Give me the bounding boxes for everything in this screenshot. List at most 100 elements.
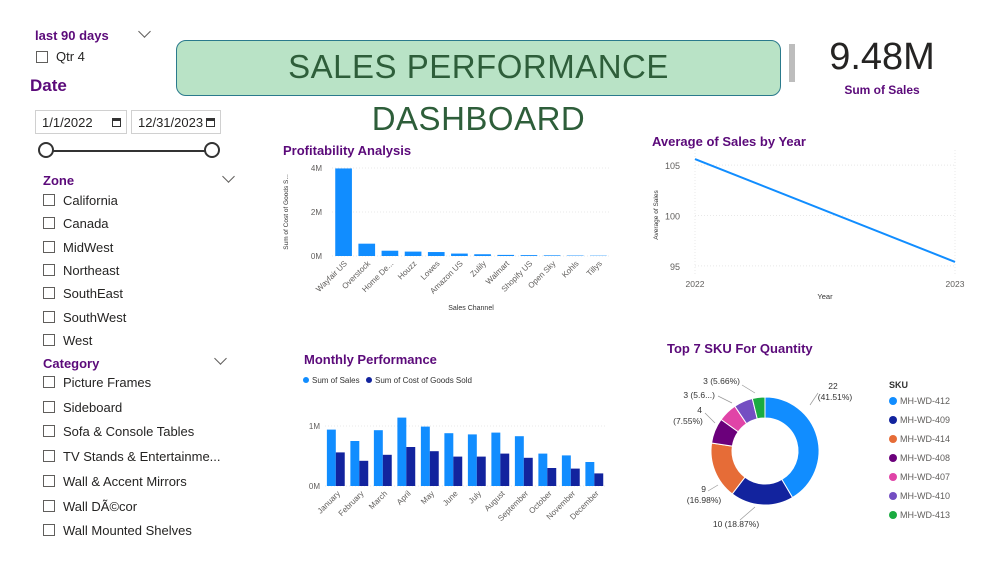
zone-item-label[interactable]: West: [63, 332, 93, 348]
y-tick-label: 4M: [311, 164, 322, 173]
legend-marker: [889, 397, 897, 405]
calendar-icon[interactable]: [206, 118, 215, 127]
data-label: 22: [828, 381, 838, 391]
zone-item-label[interactable]: Northeast: [63, 262, 120, 278]
zone-checkbox[interactable]: [43, 333, 55, 346]
bar: [326, 429, 336, 486]
start-date-input[interactable]: 1/1/2022: [35, 110, 127, 134]
leader-line: [809, 392, 819, 406]
category-checkbox[interactable]: [43, 425, 55, 438]
bar: [476, 456, 486, 486]
category-item-label[interactable]: Wall DÃ©cor: [63, 498, 138, 514]
x-tick-label: Tillys: [585, 259, 604, 278]
category-item-label[interactable]: Wall Mounted Shelves: [63, 523, 192, 539]
legend-marker: [889, 511, 897, 519]
legend-label: MH-WD-410: [900, 491, 950, 501]
category-item-label[interactable]: Sofa & Console Tables: [63, 424, 195, 440]
category-checkbox[interactable]: [43, 376, 55, 388]
bar: [451, 253, 468, 256]
x-tick-label: March: [367, 489, 389, 511]
zone-item-label[interactable]: Canada: [63, 216, 109, 232]
bar: [381, 250, 399, 256]
avg-sales-chart-title: Average of Sales by Year: [652, 134, 806, 149]
profitability-chart[interactable]: 0M 2M 4M Sum of Cost of Goods S... Sales Cha…: [270, 158, 620, 318]
category-checkbox[interactable]: [43, 450, 55, 463]
zone-checkbox[interactable]: [43, 310, 55, 323]
y-tick-label: 2M: [311, 208, 322, 217]
bar: [427, 252, 445, 256]
bar: [500, 453, 510, 486]
leader-line: [704, 412, 716, 424]
zone-item-label[interactable]: SouthWest: [63, 309, 127, 325]
y-tick-label: 100: [665, 212, 680, 222]
legend-marker: [366, 377, 372, 383]
legend-label: Sum of Sales: [312, 376, 360, 385]
donut-slice: [764, 396, 820, 499]
zone-slicer-title: Zone: [43, 173, 75, 188]
category-checkbox[interactable]: [43, 400, 55, 413]
bar: [358, 243, 376, 256]
bar: [467, 434, 477, 486]
category-checkbox[interactable]: [43, 524, 55, 537]
leader-line: [717, 395, 733, 404]
zone-item-label[interactable]: SouthEast: [63, 286, 123, 302]
bar: [543, 255, 561, 256]
legend-marker: [889, 492, 897, 500]
bar: [570, 468, 580, 486]
x-tick-label: Kohls: [560, 259, 581, 280]
chevron-down-icon[interactable]: [138, 25, 151, 38]
slider-start-handle[interactable]: [38, 142, 54, 158]
zone-checkbox[interactable]: [43, 287, 55, 300]
zone-checkbox[interactable]: [43, 194, 55, 206]
dashboard-title: SALES PERFORMANCE DASHBOARD: [176, 40, 781, 137]
sku-chart-title: Top 7 SKU For Quantity: [667, 341, 813, 356]
chevron-down-icon[interactable]: [222, 170, 235, 183]
zone-checkbox[interactable]: [43, 240, 55, 253]
x-tick-label: 2023: [946, 279, 965, 289]
bar: [406, 447, 416, 486]
slider-end-handle[interactable]: [204, 142, 220, 158]
zone-item-label[interactable]: MidWest: [63, 239, 114, 255]
legend-marker: [889, 416, 897, 424]
x-tick-label: July: [467, 489, 483, 505]
bar: [420, 426, 430, 486]
x-tick-label: February: [337, 489, 366, 518]
bar: [585, 462, 595, 486]
legend-marker: [889, 473, 897, 481]
data-label: 4: [697, 405, 702, 415]
avg-sales-line-chart[interactable]: 95 100 105 Average of Sales 2022 2023 Year: [640, 150, 970, 305]
category-item-label[interactable]: Sideboard: [63, 399, 123, 415]
zone-checkbox[interactable]: [43, 263, 55, 276]
category-item-label[interactable]: TV Stands & Entertainme...: [63, 449, 221, 465]
x-tick-label: Houzz: [396, 259, 418, 281]
monthly-performance-chart[interactable]: Sum of Sales Sum of Cost of Goods Sold 0M 1…: [285, 368, 625, 528]
x-tick-label: June: [441, 489, 460, 508]
bar: [514, 436, 524, 486]
date-range-slider[interactable]: [47, 150, 213, 152]
zone-item-label[interactable]: California: [63, 193, 118, 208]
category-checkbox[interactable]: [43, 474, 55, 487]
legend-title: SKU: [889, 380, 908, 390]
calendar-icon[interactable]: [112, 118, 121, 127]
monthly-chart-title: Monthly Performance: [304, 352, 437, 367]
bar: [444, 433, 454, 486]
chevron-down-icon[interactable]: [214, 352, 227, 365]
zone-checkbox[interactable]: [43, 217, 55, 230]
bar: [547, 468, 557, 486]
end-date-input[interactable]: 12/31/2023: [131, 110, 221, 134]
bar: [350, 441, 360, 486]
y-axis-label: Sum of Cost of Goods S...: [283, 174, 290, 250]
qtr4-checkbox[interactable]: [36, 51, 48, 63]
category-item-label[interactable]: Wall & Accent Mirrors: [63, 473, 187, 489]
category-item-label[interactable]: Picture Frames: [63, 375, 152, 390]
legend-marker: [889, 454, 897, 462]
bar: [397, 417, 407, 486]
sku-donut-chart[interactable]: 22(41.51%) 10 (18.87%) 9(16.98%) 4(7.55%) 3 …: [660, 365, 980, 540]
bar: [561, 455, 571, 486]
bar: [523, 457, 533, 486]
category-checkbox[interactable]: [43, 499, 55, 512]
data-label: 3 (5.66%): [703, 376, 740, 386]
bar: [359, 460, 369, 486]
x-tick-label: Zulily: [468, 259, 488, 279]
bar: [404, 251, 422, 256]
